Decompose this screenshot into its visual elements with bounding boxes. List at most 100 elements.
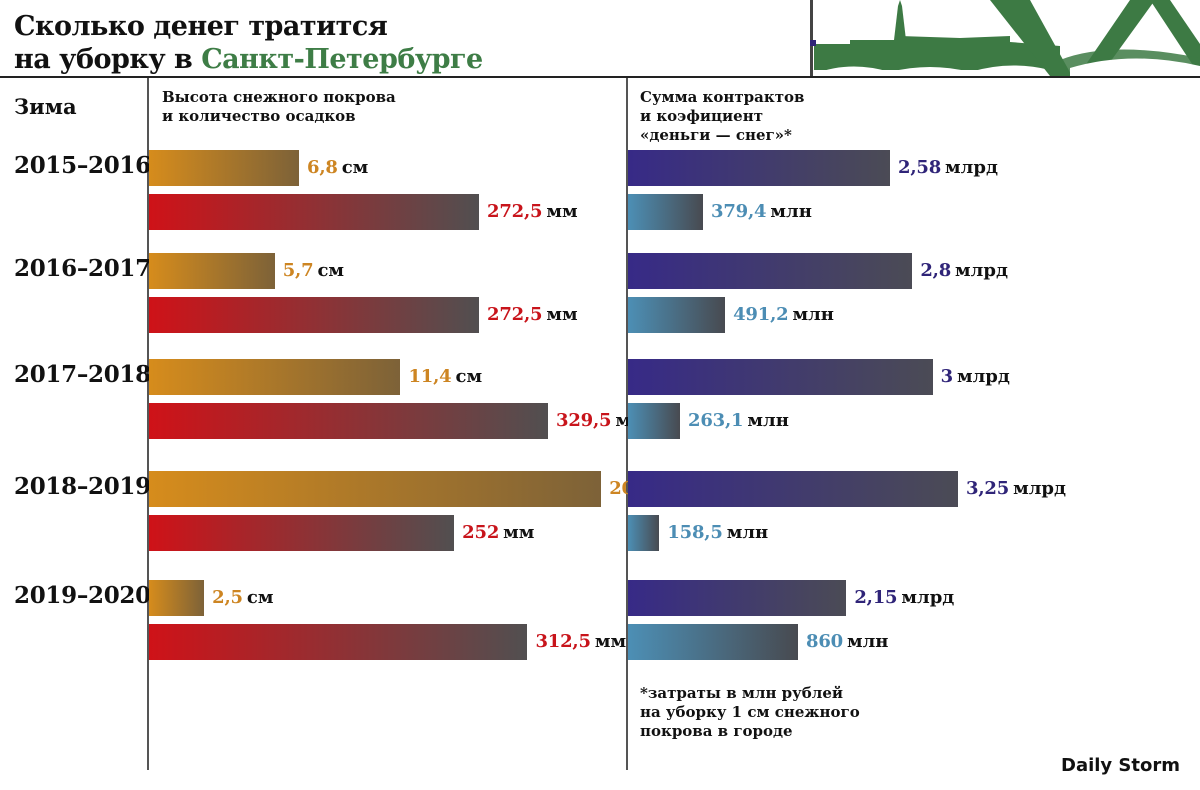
season-label: 2019–2020 [14, 582, 151, 609]
contract-sum-unit: млрд [945, 157, 998, 178]
snow-depth-value: 5,7 [282, 260, 314, 281]
precipitation-value: 312,5 [535, 631, 591, 652]
contract-sum-value: 3,25 [966, 478, 1010, 499]
money-snow-ratio-unit: млн [747, 410, 789, 431]
money-snow-ratio-unit: млн [792, 304, 834, 325]
right-header-line-3: «деньги — снег»* [640, 126, 792, 144]
contract-sum-bar [628, 580, 847, 616]
contract-sum-value-label: 3 млрд [941, 366, 1010, 388]
right-axis-line [626, 78, 628, 770]
header-divider [0, 76, 1200, 78]
precipitation-value: 329,5 [556, 410, 612, 431]
snow-depth-value-label: 6,8 см [307, 157, 368, 179]
money-snow-ratio-unit: млн [726, 522, 769, 543]
contract-sum-value: 2,8 [920, 260, 952, 281]
snow-depth-value: 2,5 [212, 587, 243, 608]
snow-depth-bar [149, 471, 602, 507]
precipitation-bar [149, 515, 455, 551]
money-snow-ratio-bar [628, 297, 726, 333]
left-header-line-2: и количество осадков [162, 107, 356, 125]
left-axis-line [147, 78, 149, 770]
precipitation-value-label: 272,5 мм [487, 304, 578, 326]
precipitation-unit: мм [546, 304, 578, 325]
precipitation-bar [149, 194, 479, 230]
season-label: 2017–2018 [14, 361, 151, 388]
contract-sum-value: 3 [940, 366, 954, 387]
money-snow-ratio-bar [628, 194, 703, 230]
precipitation-value: 272,5 [487, 304, 543, 325]
money-snow-ratio-value: 491,2 [733, 304, 789, 325]
money-snow-ratio-value-label: 860 млн [806, 631, 889, 653]
snow-depth-value-label: 11,4 см [408, 366, 482, 388]
season-header: Зима [14, 94, 77, 119]
right-header-line-2: и коэфициент [640, 107, 763, 125]
precipitation-bar [149, 624, 528, 660]
precipitation-value-label: 312,5 мм [535, 631, 626, 653]
contract-sum-value: 2,58 [898, 157, 942, 178]
title-city: Санкт-Петербурге [201, 44, 483, 75]
contract-sum-value-label: 2,15 млрд [854, 587, 954, 609]
snow-depth-bar [149, 253, 275, 289]
snow-depth-unit: см [317, 260, 345, 281]
contract-sum-unit: млрд [901, 587, 955, 608]
chart-title: Сколько денег тратится на уборку в Санкт… [14, 10, 483, 76]
left-header-line-1: Высота снежного покрова [162, 88, 396, 106]
precipitation-value: 252 [462, 522, 500, 543]
contract-sum-value-label: 2,8 млрд [920, 260, 1008, 282]
precipitation-unit: мм [503, 522, 535, 543]
precipitation-value-label: 252 мм [462, 522, 534, 544]
money-snow-ratio-value: 158,5 [667, 522, 723, 543]
money-snow-ratio-bar [628, 624, 798, 660]
brand-logo: Daily Storm [1061, 755, 1180, 776]
snow-depth-value: 11,4 [408, 366, 452, 387]
precipitation-bar [149, 297, 479, 333]
right-header-line-1: Сумма контрактов [640, 88, 805, 106]
season-label: 2015–2016 [14, 152, 151, 179]
precipitation-value: 272,5 [487, 201, 543, 222]
money-snow-ratio-value-label: 491,2 млн [733, 304, 834, 326]
snow-depth-value-label: 5,7 см [283, 260, 344, 282]
money-snow-ratio-unit: млн [770, 201, 812, 222]
money-snow-ratio-value: 860 [806, 631, 843, 652]
money-snow-ratio-value-label: 379,4 млн [711, 201, 812, 223]
snow-depth-unit: см [455, 366, 483, 387]
money-snow-ratio-unit: млн [846, 631, 889, 652]
money-snow-ratio-value-label: 158,5 млн [667, 522, 768, 544]
snow-depth-bar [149, 150, 299, 186]
snow-depth-unit: см [341, 157, 369, 178]
snow-depth-bar [149, 359, 401, 395]
contract-sum-unit: млрд [1013, 478, 1066, 499]
footnote-line-3: покрова в городе [640, 722, 793, 740]
contract-sum-bar [628, 359, 933, 395]
title-line-1: Сколько денег тратится [14, 11, 388, 42]
contract-sum-unit: млрд [956, 366, 1010, 387]
footnote-line-2: на уборку 1 см снежного [640, 703, 860, 721]
precipitation-value-label: 272,5 мм [487, 201, 578, 223]
footnote: *затраты в млн рублей на уборку 1 см сне… [640, 684, 860, 741]
money-snow-ratio-bar [628, 403, 680, 439]
precipitation-bar [149, 403, 549, 439]
title-prefix: на уборку в [14, 44, 202, 75]
contract-sum-value-label: 2,58 млрд [898, 157, 998, 179]
contract-sum-unit: млрд [955, 260, 1008, 281]
right-column-header: Сумма контрактов и коэфициент «деньги — … [640, 88, 804, 145]
contract-sum-value: 2,15 [854, 587, 898, 608]
money-snow-ratio-bar [628, 515, 660, 551]
city-illustration [810, 0, 1200, 76]
contract-sum-bar [628, 253, 913, 289]
money-snow-ratio-value-label: 263,1 млн [688, 410, 789, 432]
contract-sum-value-label: 3,25 млрд [966, 478, 1066, 500]
precipitation-unit: мм [594, 631, 627, 652]
snow-depth-value-label: 2,5 см [212, 587, 273, 609]
money-snow-ratio-value: 263,1 [688, 410, 744, 431]
contract-sum-bar [628, 471, 959, 507]
snow-depth-bar [149, 580, 205, 616]
title-line-2: на уборку в Санкт-Петербурге [14, 43, 483, 76]
snow-depth-value: 6,8 [307, 157, 338, 178]
left-column-header: Высота снежного покрова и количество оса… [162, 88, 396, 126]
season-label: 2018–2019 [14, 473, 151, 500]
snow-depth-unit: см [246, 587, 274, 608]
precipitation-unit: мм [546, 201, 578, 222]
season-label: 2016–2017 [14, 255, 151, 282]
footnote-line-1: *затраты в млн рублей [640, 684, 843, 702]
